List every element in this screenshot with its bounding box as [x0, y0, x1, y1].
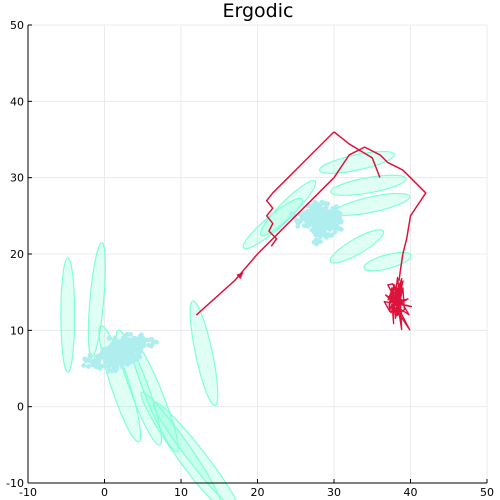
cluster-point — [100, 363, 105, 369]
cluster-point — [106, 363, 112, 369]
cluster-point — [121, 335, 127, 341]
cluster-point — [85, 364, 91, 369]
x-tick-label: 50 — [480, 486, 494, 499]
cluster-point — [305, 208, 311, 214]
cluster-point — [151, 339, 157, 345]
cluster-point — [324, 235, 329, 240]
y-tick-label: 0 — [17, 401, 24, 414]
cluster-point — [124, 331, 130, 337]
cluster-point — [106, 368, 112, 374]
cluster-point — [108, 347, 114, 353]
cluster-point — [309, 227, 315, 233]
x-tick-label: 20 — [251, 486, 265, 499]
x-tick-label: 10 — [174, 486, 188, 499]
cluster-point — [146, 337, 152, 343]
cluster-point — [136, 350, 142, 356]
cluster-point — [311, 203, 317, 209]
cluster-point — [131, 342, 136, 348]
cluster-point — [330, 209, 336, 214]
sample-clusters — [81, 199, 344, 374]
uncertainty-ellipses — [60, 150, 412, 500]
cluster-point — [323, 204, 329, 210]
x-tick-label: -10 — [19, 486, 37, 499]
uncertainty-ellipse — [189, 300, 219, 407]
x-tick-label: 40 — [404, 486, 418, 499]
y-tick-label: 50 — [10, 19, 24, 32]
cluster-point — [295, 224, 301, 229]
cluster-point — [313, 223, 319, 229]
y-tick-label: 30 — [10, 172, 24, 185]
trajectory-arrow — [236, 272, 244, 280]
cluster-point — [128, 332, 133, 337]
tick-labels: -10 0 10 20 30 40 50 -10 0 10 20 30 40 50 — [6, 19, 494, 499]
y-tick-label: 20 — [10, 248, 24, 261]
cluster-point — [112, 359, 118, 365]
cluster-point — [121, 339, 127, 344]
cluster-point — [119, 364, 125, 370]
cluster-point — [106, 351, 112, 357]
uncertainty-ellipse — [60, 257, 76, 373]
cluster-point — [334, 204, 339, 210]
cluster-point — [117, 357, 123, 363]
x-tick-label: 30 — [327, 486, 341, 499]
cluster-point — [309, 218, 315, 224]
cluster-point — [337, 214, 342, 220]
trajectory-line — [195, 146, 427, 316]
cluster-point — [137, 333, 143, 339]
uncertainty-ellipse — [87, 242, 106, 358]
uncertainty-ellipse — [363, 251, 412, 272]
cluster-point — [336, 226, 342, 232]
cluster-point — [113, 339, 119, 345]
cluster-point — [108, 344, 114, 349]
trajectory-line-west — [265, 131, 335, 247]
axes — [27, 24, 488, 484]
cluster-point — [126, 360, 132, 366]
trajectory — [195, 131, 427, 331]
uncertainty-ellipse — [318, 150, 395, 174]
y-tick-label: -10 — [6, 477, 24, 490]
trajectory-end-scribble — [383, 276, 413, 331]
cluster-point — [120, 349, 126, 355]
cluster-point — [93, 364, 99, 370]
cluster-point — [101, 346, 107, 352]
cluster-point — [296, 220, 302, 226]
cluster-point — [122, 343, 128, 349]
cluster-point — [119, 354, 125, 359]
cluster-point — [83, 358, 89, 364]
cluster-point — [128, 338, 134, 344]
cluster-point — [314, 209, 320, 215]
uncertainty-ellipse — [330, 174, 407, 196]
cluster-point — [112, 354, 118, 359]
cluster-point — [106, 336, 112, 341]
y-tick-label: 10 — [10, 324, 24, 337]
cluster-point — [327, 216, 333, 222]
cluster-point — [317, 239, 322, 244]
cluster-point — [91, 359, 97, 365]
cluster-point — [130, 355, 136, 360]
cluster-point — [81, 363, 87, 368]
cluster-point — [104, 359, 110, 365]
cluster-point — [113, 347, 119, 353]
trajectory-line-north — [333, 131, 381, 178]
cluster-point — [126, 353, 131, 359]
cluster-point — [322, 217, 328, 223]
cluster-point — [135, 345, 141, 351]
uncertainty-ellipse — [329, 229, 385, 264]
y-tick-label: 40 — [10, 95, 24, 108]
chart-title: Ergodic — [223, 0, 294, 22]
cluster-point — [316, 231, 322, 237]
cluster-point — [137, 342, 143, 348]
cluster-point — [309, 208, 315, 214]
x-tick-label: 0 — [101, 486, 108, 499]
